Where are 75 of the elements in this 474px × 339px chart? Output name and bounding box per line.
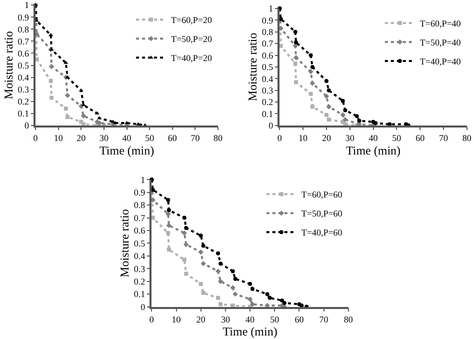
y-tick-label: 0.7 [18, 36, 30, 46]
y-tick-label: 0.1 [262, 108, 274, 119]
x-axis-title: Time (min) [100, 143, 154, 158]
y-tick-label: 0.4 [262, 74, 274, 84]
x-tick-label: 80 [462, 132, 472, 143]
y-tick-label: 0 [140, 302, 146, 312]
legend-label: T=40,P=20 [171, 53, 212, 64]
y-tick-label: 0.8 [134, 200, 146, 210]
y-tick-label: 0.5 [262, 62, 274, 72]
y-tick-label: 0.2 [262, 97, 274, 108]
legend-label: T=40,P=40 [420, 56, 462, 66]
x-tick-label: 40 [368, 132, 378, 143]
x-tick-label: 30 [345, 132, 355, 143]
x-tick-label: 20 [76, 132, 86, 143]
legend-label: T=60,P=60 [301, 190, 343, 200]
y-tick-label: 0.1 [134, 289, 146, 300]
x-tick-label: 50 [270, 314, 280, 324]
x-tick-label: 10 [54, 132, 64, 143]
y-tick-label: 0.6 [18, 48, 30, 58]
x-tick-label: 40 [246, 314, 256, 324]
y-tick-label: 0.3 [18, 84, 30, 94]
x-tick-label: 0 [277, 132, 282, 143]
y-tick-label: 0.4 [18, 72, 30, 82]
y-tick-label: 0.8 [18, 24, 30, 34]
y-axis-title: Moisture ratio [246, 32, 260, 102]
x-tick-label: 70 [190, 132, 200, 143]
x-tick-label: 70 [319, 314, 329, 324]
x-tick-label: 0 [149, 314, 154, 324]
y-tick-label: 0 [24, 120, 30, 131]
x-axis-title: Time (min) [346, 143, 401, 158]
y-tick-label: 0.9 [134, 188, 146, 198]
legend-label: T=40,P=60 [301, 228, 343, 238]
legend-label: T=50,P=60 [301, 208, 343, 219]
y-tick-label: 0.8 [262, 27, 274, 38]
y-tick-label: 1 [140, 174, 146, 185]
y-tick-label: 0.6 [262, 50, 274, 60]
x-tick-label: 60 [294, 314, 304, 324]
y-tick-label: 0.9 [262, 15, 274, 26]
x-tick-label: 80 [214, 132, 224, 143]
y-tick-label: 0.9 [18, 12, 30, 22]
y-tick-label: 0.6 [134, 226, 146, 236]
legend-label: T=50,P=20 [171, 34, 212, 44]
x-tick-label: 70 [438, 132, 448, 143]
x-tick-label: 50 [145, 132, 155, 143]
y-tick-label: 0.4 [134, 251, 146, 262]
x-axis-title: Time (min) [222, 324, 278, 339]
x-tick-label: 10 [298, 132, 308, 143]
y-tick-label: 0.5 [134, 238, 146, 248]
y-tick-label: 1 [24, 0, 29, 10]
y-tick-label: 0.2 [134, 276, 146, 287]
legend-label: T=60,P=20 [171, 15, 212, 26]
x-tick-label: 80 [344, 314, 354, 324]
x-tick-label: 50 [392, 132, 402, 143]
x-tick-label: 20 [196, 314, 206, 324]
x-tick-label: 60 [416, 132, 426, 143]
y-tick-label: 0.3 [262, 85, 274, 96]
y-axis-title: Moisture ratio [2, 31, 16, 100]
y-tick-label: 0.7 [134, 212, 146, 223]
x-tick-label: 30 [220, 314, 230, 324]
y-tick-label: 0.2 [18, 96, 29, 107]
x-tick-label: 60 [168, 132, 178, 143]
x-tick-label: 0 [33, 132, 38, 143]
legend-label: T=60,P=40 [420, 18, 462, 28]
y-tick-label: 1 [268, 4, 274, 14]
y-tick-label: 0.1 [18, 108, 29, 119]
x-tick-label: 20 [322, 132, 332, 143]
legend-label: T=50,P=40 [420, 37, 462, 48]
y-tick-label: 0.7 [262, 38, 274, 49]
y-axis-title: Moisture ratio [118, 209, 132, 278]
x-tick-label: 40 [122, 132, 132, 143]
x-tick-label: 30 [99, 132, 109, 143]
x-tick-label: 10 [172, 314, 182, 324]
y-tick-label: 0.3 [134, 264, 146, 274]
y-tick-label: 0 [268, 120, 274, 131]
y-tick-label: 0.5 [18, 60, 30, 70]
